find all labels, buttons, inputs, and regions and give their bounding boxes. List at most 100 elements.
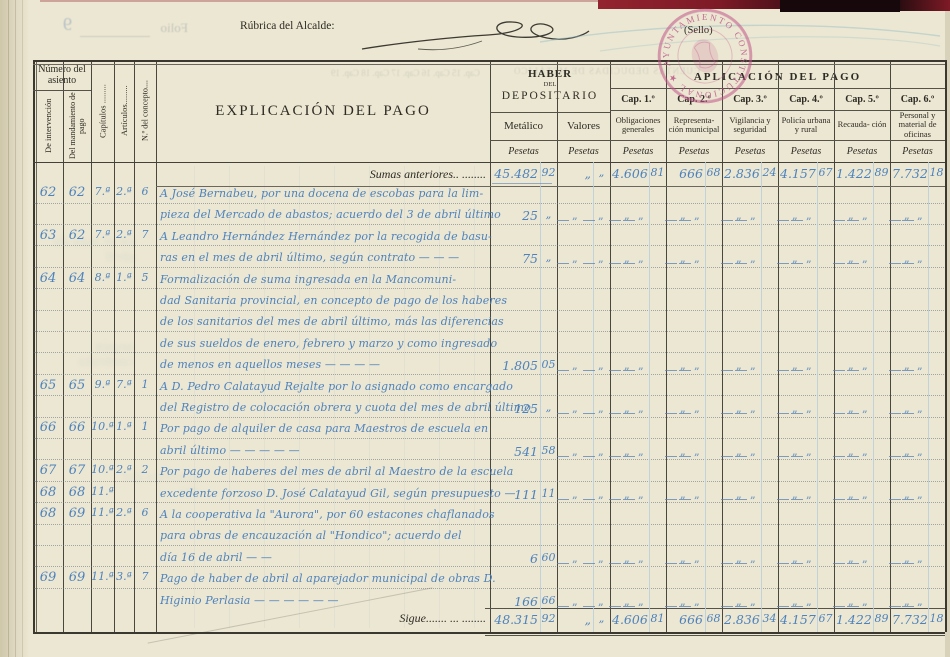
ditto-mark: „: [598, 209, 604, 223]
ditto-mark: „: [638, 402, 644, 415]
ditto-dash: [791, 455, 803, 457]
entry-metalico-main: 111: [514, 486, 538, 502]
sumas-cap-cents: 67: [818, 166, 833, 179]
ditto-mark: „: [862, 444, 868, 458]
header-pesetas: Pesetas: [734, 145, 766, 157]
header-cap-desc: Representa- ción municipal: [668, 114, 720, 134]
ditto-mark: „: [862, 209, 868, 223]
entry-line: de los sanitarios del mes de abril últim…: [160, 315, 504, 329]
ditto-mark: „: [624, 487, 630, 501]
sumas-valores-cents: „: [598, 166, 605, 179]
asiento-number: 5: [141, 270, 149, 284]
entry-line: A Leandro Hernández Hernández por la rec…: [160, 229, 492, 243]
table-rule: [33, 90, 91, 91]
ditto-dash: [609, 605, 621, 607]
asiento-number: 1.ª: [116, 270, 132, 284]
asiento-number: 64: [68, 270, 86, 286]
ditto-mark: „: [572, 402, 578, 415]
ditto-mark: „: [598, 359, 604, 373]
folio-ghost-underline: [80, 36, 150, 37]
ditto-mark: „: [598, 402, 604, 415]
ditto-mark: „: [736, 594, 742, 608]
ledger-ruled-line: [34, 502, 944, 504]
ditto-dash: [777, 562, 789, 564]
ditto-dash: [609, 455, 621, 457]
header-pesetas: Pesetas: [568, 145, 599, 157]
ditto-dash: [679, 498, 691, 500]
ditto-dash: [791, 562, 803, 564]
ditto-mark: „: [736, 402, 742, 415]
ditto-mark: „: [862, 487, 868, 501]
ditto-dash: [721, 413, 733, 414]
ditto-dash: [735, 220, 747, 222]
table-rule: [610, 88, 945, 89]
column-rule: [156, 60, 157, 632]
column-rule: [834, 60, 835, 632]
ditto-mark: „: [624, 402, 630, 415]
sigue-cap-main: 7.732: [892, 612, 928, 627]
ditto-mark: „: [680, 252, 686, 266]
ditto-dash: [847, 455, 859, 457]
ditto-dash: [557, 413, 569, 414]
ditto-dash: [847, 263, 859, 265]
asiento-number: 7: [141, 227, 149, 241]
ditto-dash: [791, 370, 803, 372]
ditto-dash: [721, 498, 733, 500]
ditto-mark: „: [806, 402, 812, 415]
ditto-mark: „: [680, 594, 686, 608]
entry-line: A D. Pedro Calatayud Rejalte por lo asig…: [160, 379, 513, 393]
column-rule: [33, 60, 35, 632]
ditto-mark: „: [848, 209, 854, 223]
cents-separator: [761, 162, 762, 632]
ditto-dash: [665, 498, 677, 500]
ditto-dash: [777, 370, 789, 372]
ditto-mark: „: [917, 359, 923, 373]
entry-line: para obras de encauzación al "Hondico"; …: [160, 529, 462, 543]
ditto-dash: [557, 498, 569, 500]
bleedthrough-caps-line: Cap. 15 Cap. 16 Cap. 17 Cap. 18 Cap. 19: [331, 68, 480, 78]
asiento-number: 69: [68, 506, 86, 521]
ditto-dash: [735, 413, 747, 414]
sumas-underline: [492, 183, 552, 184]
ditto-dash: [833, 455, 845, 457]
sumas-metalico-cents: 92: [541, 166, 556, 179]
ditto-mark: „: [680, 551, 686, 565]
ditto-mark: „: [572, 209, 578, 223]
folio-ghost-number: 9: [63, 14, 72, 34]
ditto-dash: [791, 498, 803, 500]
header-de-intervencion: De intervención: [43, 98, 53, 154]
ditto-dash: [721, 562, 733, 564]
ditto-dash: [583, 220, 595, 222]
cents-separator: [928, 162, 929, 632]
cents-separator: [705, 162, 706, 632]
ditto-dash: [847, 370, 859, 372]
ditto-dash: [847, 413, 859, 414]
asiento-number: 68: [39, 484, 57, 500]
book-cover-band-corner: [900, 0, 950, 11]
ditto-dash: [847, 498, 859, 500]
ditto-mark: „: [694, 594, 700, 608]
ditto-mark: „: [904, 444, 910, 458]
ditto-mark: „: [680, 444, 686, 458]
table-rule: [485, 635, 945, 636]
ledger-ruled-line: [34, 416, 944, 418]
ditto-mark: „: [904, 252, 910, 266]
ditto-dash: [791, 263, 803, 265]
column-rule: [490, 60, 491, 632]
ditto-dash: [735, 263, 747, 265]
ditto-mark: „: [736, 252, 742, 266]
cents-separator: [649, 162, 650, 632]
asiento-number: 11.ª: [91, 570, 114, 584]
asiento-number: 7.ª: [94, 227, 111, 241]
ditto-mark: „: [862, 402, 868, 415]
ditto-dash: [833, 413, 845, 414]
ditto-dash: [623, 498, 635, 500]
cents-separator: [873, 162, 874, 632]
ditto-dash: [583, 605, 595, 607]
entry-line: de menos en aquellos meses — — — —: [160, 358, 381, 372]
ditto-mark: „: [792, 209, 798, 223]
sigue-cap-cents: 89: [874, 612, 889, 625]
ditto-mark: „: [792, 402, 798, 415]
ditto-dash: [721, 605, 733, 607]
